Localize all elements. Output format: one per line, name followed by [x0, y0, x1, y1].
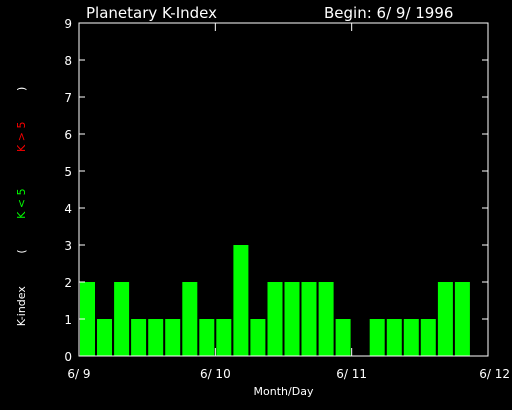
bar-7: [199, 319, 215, 356]
begin-date-label: Begin: 6/ 9/ 1996: [324, 4, 454, 22]
y-tick-label-6: 6: [64, 128, 72, 142]
svg-text:K-index ( K < 5: K-index ( K < 5 K > 5 ): [15, 69, 28, 350]
bar-19: [403, 319, 419, 356]
x-tick-label-3: 6/ 12: [479, 367, 510, 381]
x-axis-ticks: 6/ 9 6/ 10 6/ 11 6/ 12: [67, 23, 510, 381]
bar-0: [80, 282, 95, 356]
y-axis-label: K-index: [15, 286, 28, 327]
y-axis-label-low: K < 5: [15, 188, 28, 218]
bar-5: [165, 319, 181, 356]
y-tick-label-5: 5: [64, 165, 72, 179]
y-tick-label-7: 7: [64, 91, 72, 105]
x-tick-label-2: 6/ 11: [336, 367, 367, 381]
bar-17: [369, 319, 385, 356]
y-tick-label-1: 1: [64, 313, 72, 327]
bar-2: [114, 282, 130, 356]
y-tick-label-0: 0: [64, 350, 72, 364]
bar-3: [131, 319, 147, 356]
y-axis-ticks: 0 1 2 3 4 5 6 7 8 9: [64, 17, 488, 364]
bar-21: [437, 282, 453, 356]
bar-22: [454, 282, 470, 356]
bar-14: [318, 282, 334, 356]
x-axis-label: Month/Day: [254, 385, 314, 398]
bar-10: [250, 319, 266, 356]
bars-group: [80, 245, 470, 356]
y-tick-label-3: 3: [64, 239, 72, 253]
bar-12: [284, 282, 300, 356]
bar-1: [97, 319, 112, 356]
bar-9: [233, 245, 249, 356]
y-axis-paren-close: ): [15, 87, 28, 91]
chart-title: Planetary K-Index: [86, 4, 217, 22]
bar-8: [216, 319, 232, 356]
bar-15: [335, 319, 351, 356]
bar-11: [267, 282, 283, 356]
y-axis-label-high: K > 5: [15, 122, 28, 152]
bar-4: [148, 319, 164, 356]
bar-13: [301, 282, 317, 356]
x-tick-label-1: 6/ 10: [200, 367, 231, 381]
bar-18: [386, 319, 402, 356]
y-tick-label-2: 2: [64, 276, 72, 290]
bar-20: [420, 319, 436, 356]
plot-frame: [78, 22, 489, 357]
y-tick-label-8: 8: [64, 54, 72, 68]
bar-6: [182, 282, 198, 356]
y-axis-label-group: K-index ( K < 5 K > 5 ): [15, 69, 28, 350]
x-tick-label-0: 6/ 9: [67, 367, 90, 381]
y-tick-label-9: 9: [64, 17, 72, 31]
y-axis-paren-open: (: [15, 249, 28, 253]
y-tick-label-4: 4: [64, 202, 72, 216]
